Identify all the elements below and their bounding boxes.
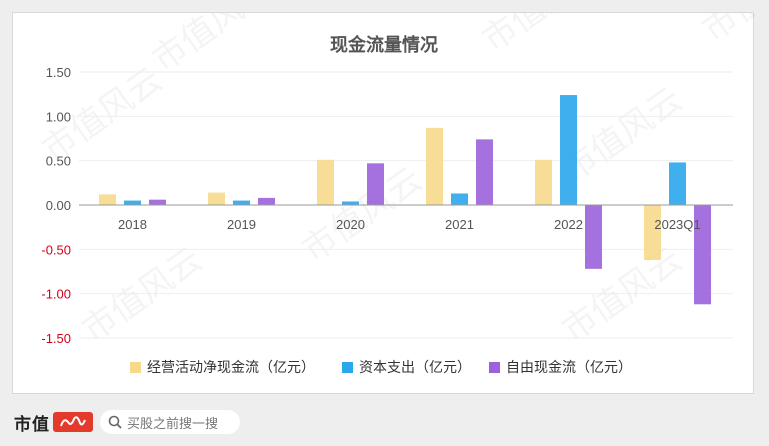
- x-tick-label: 2019: [227, 217, 256, 232]
- bar[interactable]: [694, 205, 711, 305]
- x-tick-label: 2018: [118, 217, 147, 232]
- bar[interactable]: [342, 201, 359, 205]
- x-axis-ticks: 2018 2019 2020 2021 2022 2023Q1: [118, 217, 701, 232]
- search-placeholder: 买股之前搜一搜: [127, 415, 219, 431]
- watermark-text: 市值风云: [296, 160, 429, 269]
- brand[interactable]: 市值: [14, 410, 93, 434]
- y-tick-label: 0.00: [46, 198, 71, 213]
- watermark-text: 市值风云: [556, 240, 689, 349]
- bar[interactable]: [585, 205, 602, 269]
- y-tick-label: -0.50: [41, 242, 71, 257]
- bar[interactable]: [669, 162, 686, 205]
- y-tick-label: 1.00: [46, 109, 71, 124]
- brand-text: 市值: [14, 414, 50, 434]
- bar[interactable]: [644, 205, 661, 260]
- x-tick-label: 2023Q1: [654, 217, 700, 232]
- watermark-text: 市值风云: [476, 13, 609, 60]
- grid-lines: [79, 71, 733, 339]
- y-tick-label: 0.50: [46, 154, 71, 169]
- bar[interactable]: [426, 127, 443, 205]
- legend-label[interactable]: 自由现金流（亿元）: [506, 359, 632, 375]
- bar[interactable]: [124, 200, 141, 205]
- bar[interactable]: [560, 95, 577, 205]
- legend-swatch: [342, 362, 353, 373]
- watermark-layer: 市值风云市值风云市值风云市值风云市值风云市值风云市值风云市值风云: [36, 13, 755, 350]
- search-icon: [108, 415, 122, 429]
- x-tick-label: 2021: [445, 217, 474, 232]
- y-tick-label: -1.50: [41, 331, 71, 346]
- bar[interactable]: [451, 193, 468, 205]
- bar[interactable]: [208, 192, 225, 205]
- x-tick-label: 2020: [336, 217, 365, 232]
- bar[interactable]: [535, 159, 552, 205]
- cash-flow-chart: 市值风云市值风云市值风云市值风云市值风云市值风云市值风云市值风云 现金流量情况 …: [36, 13, 755, 375]
- footer-bar: 市值 买股之前搜一搜: [0, 398, 769, 446]
- chart-title: 现金流量情况: [330, 34, 438, 55]
- bar[interactable]: [149, 199, 166, 205]
- y-tick-label: -1.00: [41, 287, 71, 302]
- legend-swatch: [130, 362, 141, 373]
- bar[interactable]: [367, 163, 384, 205]
- search-box[interactable]: 买股之前搜一搜: [100, 410, 240, 434]
- watermark-text: 市值风云: [76, 240, 209, 349]
- y-axis-ticks: 1.50 1.00 0.50 0.00 -0.50 -1.00 -1.50: [41, 65, 71, 346]
- brand-logo-icon: [53, 412, 93, 432]
- x-tick-label: 2022: [554, 217, 583, 232]
- watermark-text: 市值风云: [696, 13, 755, 50]
- legend: 经营活动净现金流（亿元） 资本支出（亿元） 自由现金流（亿元）: [130, 359, 632, 375]
- y-tick-label: 1.50: [46, 65, 71, 80]
- chart-card: 市值风云市值风云市值风云市值风云市值风云市值风云市值风云市值风云 现金流量情况 …: [12, 12, 755, 394]
- bar[interactable]: [317, 159, 334, 205]
- legend-swatch: [489, 362, 500, 373]
- legend-label[interactable]: 资本支出（亿元）: [359, 359, 471, 375]
- bars-layer: [99, 95, 711, 305]
- legend-label[interactable]: 经营活动净现金流（亿元）: [147, 359, 315, 375]
- bar[interactable]: [99, 194, 116, 205]
- bar[interactable]: [476, 139, 493, 205]
- bar[interactable]: [233, 200, 250, 205]
- watermark-text: 市值风云: [146, 13, 279, 80]
- bar[interactable]: [258, 197, 275, 205]
